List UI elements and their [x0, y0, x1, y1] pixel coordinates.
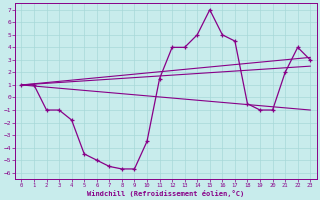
X-axis label: Windchill (Refroidissement éolien,°C): Windchill (Refroidissement éolien,°C)	[87, 190, 244, 197]
